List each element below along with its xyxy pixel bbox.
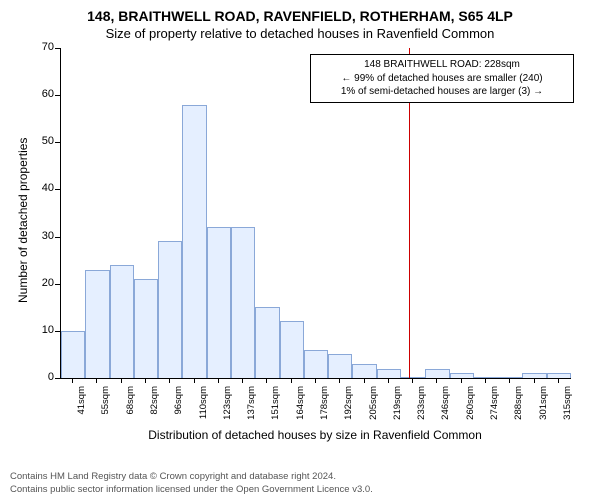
x-tick-mark bbox=[461, 378, 462, 383]
x-tick-mark bbox=[485, 378, 486, 383]
histogram-bar bbox=[280, 321, 304, 378]
x-tick-mark bbox=[169, 378, 170, 383]
callout-line-3: 1% of semi-detached houses are larger (3… bbox=[317, 85, 567, 99]
callout-line-1: 148 BRAITHWELL ROAD: 228sqm bbox=[317, 58, 567, 72]
x-tick-mark bbox=[412, 378, 413, 383]
title-main: 148, BRAITHWELL ROAD, RAVENFIELD, ROTHER… bbox=[0, 0, 600, 24]
x-tick-mark bbox=[218, 378, 219, 383]
y-tick-mark bbox=[55, 331, 60, 332]
histogram-bar bbox=[110, 265, 134, 378]
histogram-bar bbox=[522, 373, 546, 378]
x-tick-mark bbox=[364, 378, 365, 383]
x-tick-mark bbox=[291, 378, 292, 383]
x-tick-mark bbox=[388, 378, 389, 383]
x-tick-label: 137sqm bbox=[246, 386, 257, 430]
x-tick-mark bbox=[339, 378, 340, 383]
footer-line-2: Contains public sector information licen… bbox=[10, 484, 373, 496]
chart-container: 148, BRAITHWELL ROAD, RAVENFIELD, ROTHER… bbox=[0, 0, 600, 500]
y-tick-mark bbox=[55, 189, 60, 190]
histogram-bar bbox=[352, 364, 376, 378]
histogram-bar bbox=[377, 369, 401, 378]
histogram-bar bbox=[61, 331, 85, 378]
x-tick-mark bbox=[534, 378, 535, 383]
x-tick-label: 68sqm bbox=[125, 386, 136, 430]
y-tick-label: 30 bbox=[30, 230, 54, 242]
x-tick-label: 274sqm bbox=[489, 386, 500, 430]
footer-line-1: Contains HM Land Registry data © Crown c… bbox=[10, 471, 373, 483]
callout-box: 148 BRAITHWELL ROAD: 228sqm ← 99% of det… bbox=[310, 54, 574, 103]
x-tick-mark bbox=[121, 378, 122, 383]
x-tick-label: 82sqm bbox=[149, 386, 160, 430]
x-tick-label: 96sqm bbox=[173, 386, 184, 430]
x-tick-label: 205sqm bbox=[368, 386, 379, 430]
histogram-bar bbox=[450, 373, 474, 378]
x-tick-label: 246sqm bbox=[440, 386, 451, 430]
histogram-bar bbox=[182, 105, 206, 378]
x-axis-label: Distribution of detached houses by size … bbox=[60, 428, 570, 442]
x-tick-label: 178sqm bbox=[319, 386, 330, 430]
histogram-bar bbox=[425, 369, 449, 378]
x-tick-label: 123sqm bbox=[222, 386, 233, 430]
x-tick-label: 55sqm bbox=[100, 386, 111, 430]
x-tick-mark bbox=[558, 378, 559, 383]
x-tick-mark bbox=[96, 378, 97, 383]
x-tick-label: 192sqm bbox=[343, 386, 354, 430]
x-tick-label: 288sqm bbox=[513, 386, 524, 430]
histogram-bar bbox=[328, 354, 352, 378]
y-tick-label: 20 bbox=[30, 277, 54, 289]
x-tick-mark bbox=[266, 378, 267, 383]
y-tick-label: 50 bbox=[30, 135, 54, 147]
y-tick-mark bbox=[55, 142, 60, 143]
x-tick-mark bbox=[509, 378, 510, 383]
histogram-bar bbox=[255, 307, 279, 378]
histogram-bar bbox=[547, 373, 571, 378]
y-tick-mark bbox=[55, 378, 60, 379]
histogram-bar bbox=[401, 377, 425, 378]
histogram-bar bbox=[207, 227, 231, 378]
x-tick-label: 260sqm bbox=[465, 386, 476, 430]
x-tick-mark bbox=[72, 378, 73, 383]
x-tick-mark bbox=[242, 378, 243, 383]
callout-line-2: ← 99% of detached houses are smaller (24… bbox=[317, 72, 567, 86]
histogram-bar bbox=[158, 241, 182, 378]
y-tick-mark bbox=[55, 48, 60, 49]
x-tick-label: 110sqm bbox=[198, 386, 209, 430]
y-tick-mark bbox=[55, 284, 60, 285]
x-tick-mark bbox=[194, 378, 195, 383]
x-tick-mark bbox=[436, 378, 437, 383]
y-tick-label: 40 bbox=[30, 182, 54, 194]
y-tick-label: 70 bbox=[30, 41, 54, 53]
x-tick-mark bbox=[145, 378, 146, 383]
y-tick-mark bbox=[55, 95, 60, 96]
y-axis-label: Number of detached properties bbox=[16, 138, 30, 303]
x-tick-mark bbox=[315, 378, 316, 383]
histogram-bar bbox=[304, 350, 328, 378]
y-tick-label: 60 bbox=[30, 88, 54, 100]
x-tick-label: 219sqm bbox=[392, 386, 403, 430]
y-tick-label: 10 bbox=[30, 324, 54, 336]
x-tick-label: 41sqm bbox=[76, 386, 87, 430]
x-tick-label: 151sqm bbox=[270, 386, 281, 430]
x-tick-label: 301sqm bbox=[538, 386, 549, 430]
histogram-bar bbox=[85, 270, 109, 378]
y-tick-mark bbox=[55, 237, 60, 238]
histogram-bar bbox=[134, 279, 158, 378]
footer-text: Contains HM Land Registry data © Crown c… bbox=[10, 471, 373, 496]
title-sub: Size of property relative to detached ho… bbox=[0, 24, 600, 41]
y-tick-label: 0 bbox=[30, 371, 54, 383]
x-tick-label: 315sqm bbox=[562, 386, 573, 430]
histogram-bar bbox=[231, 227, 255, 378]
x-tick-label: 164sqm bbox=[295, 386, 306, 430]
x-tick-label: 233sqm bbox=[416, 386, 427, 430]
histogram-bar bbox=[498, 377, 522, 378]
